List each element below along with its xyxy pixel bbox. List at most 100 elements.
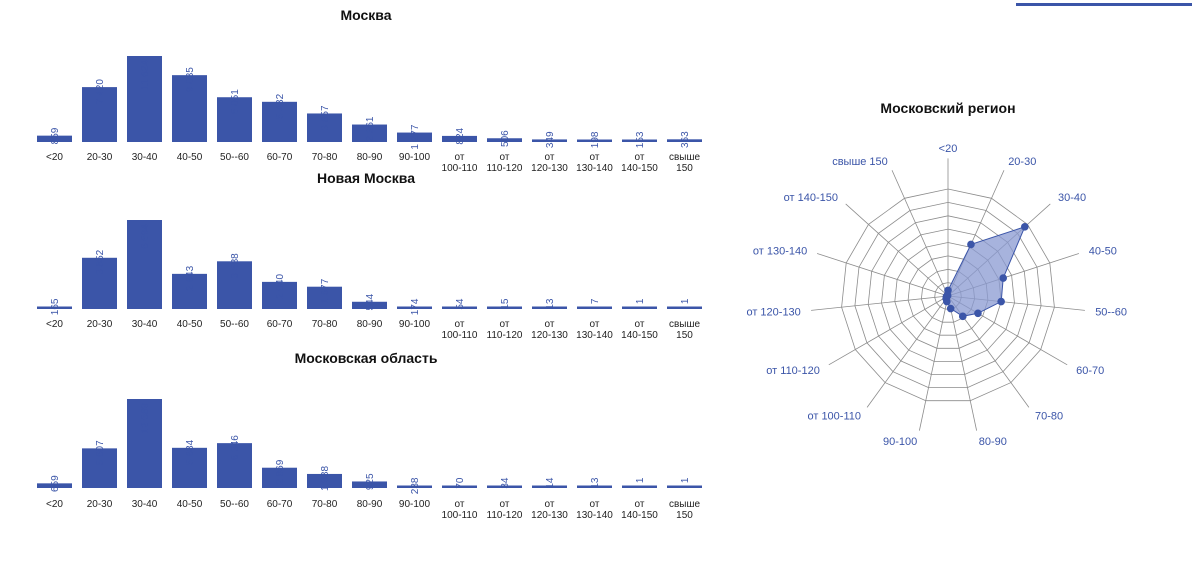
radar-axis-label: от 120-130: [746, 306, 800, 318]
bar: [217, 261, 252, 309]
x-tick-label: 140-150: [621, 163, 658, 174]
x-tick-label: от: [590, 319, 600, 330]
bar: [127, 56, 162, 142]
bar: [397, 132, 432, 142]
x-tick-label: 110-120: [487, 510, 523, 521]
value-label: 506: [500, 130, 511, 147]
value-label: 2 361: [365, 116, 376, 141]
radar-spoke: [918, 295, 949, 431]
x-tick-label: 140-150: [621, 330, 658, 341]
value-label: 859: [50, 127, 61, 144]
radar-axis-label: 20-30: [1008, 156, 1036, 168]
x-tick-label: свыше: [669, 152, 701, 163]
value-label: 7: [590, 298, 601, 304]
value-label: 12 589: [140, 403, 151, 434]
bar: [622, 139, 657, 142]
value-label: 363: [680, 131, 691, 148]
radar-axis-label: от 100-110: [807, 411, 861, 423]
radar-spoke: [866, 295, 949, 408]
radar-axis-label: 40-50: [1089, 245, 1117, 257]
radar-point: [997, 297, 1005, 306]
radar-point: [1021, 223, 1029, 231]
bar: [532, 485, 567, 488]
value-label: 153: [635, 131, 646, 148]
x-tick-label: от: [455, 152, 465, 163]
x-tick-label: 50--60: [220, 499, 249, 510]
value-label: 5 684: [185, 439, 196, 464]
bar-chart-moscow: 859 <20 7 420 20-30 11 624 30-40 9 035 40-50 6 0…: [37, 56, 702, 174]
x-tick-label: от: [545, 499, 555, 510]
bar: [352, 481, 387, 488]
bar: [217, 97, 252, 142]
x-tick-label: от: [545, 152, 555, 163]
x-tick-label: 40-50: [177, 499, 203, 510]
radar-grid-ring: [854, 201, 1042, 389]
bar: [667, 306, 702, 309]
radar-axis-label: от 130-140: [753, 245, 807, 257]
radar-spoke: [947, 295, 978, 431]
bar: [172, 447, 207, 488]
bar: [262, 467, 297, 488]
x-tick-label: 80-90: [357, 499, 383, 510]
value-label: 1: [635, 298, 646, 304]
value-label: 1 277: [410, 124, 421, 149]
bar: [577, 485, 612, 488]
x-tick-label: 120-130: [531, 510, 568, 521]
bar: [532, 306, 567, 309]
value-label: 11 624: [140, 60, 151, 90]
x-tick-label: от: [590, 499, 600, 510]
bar: [397, 485, 432, 488]
bar: [217, 443, 252, 488]
x-tick-label: <20: [46, 152, 63, 163]
bar: [307, 286, 342, 309]
value-label: 7 420: [95, 79, 106, 104]
x-tick-label: 90-100: [399, 319, 431, 330]
x-tick-label: <20: [46, 499, 63, 510]
value-label: 1 988: [320, 466, 331, 491]
value-label: 1: [680, 298, 691, 304]
x-tick-label: от: [635, 499, 645, 510]
value-label: 174: [410, 298, 421, 315]
radar-spoke: [845, 203, 949, 297]
x-tick-label: от: [455, 319, 465, 330]
x-tick-label: от: [545, 319, 555, 330]
x-tick-label: 60-70: [267, 319, 293, 330]
value-label: 6 694: [140, 224, 151, 249]
x-tick-label: 80-90: [357, 319, 383, 330]
bar: [172, 75, 207, 142]
value-label: 13: [590, 477, 601, 489]
radar-axis-label: от 140-150: [784, 192, 838, 204]
radar-axis-label: 60-70: [1076, 365, 1104, 377]
x-tick-label: от: [455, 499, 465, 510]
x-tick-label: 130-140: [576, 163, 613, 174]
radar-spoke: [828, 295, 949, 366]
bar: [37, 306, 72, 309]
bar: [622, 485, 657, 488]
value-label: 54: [455, 298, 466, 310]
radar-grid-ring: [867, 215, 1029, 375]
x-tick-label: 20-30: [87, 152, 113, 163]
x-tick-label: 150: [676, 330, 693, 341]
value-label: 15: [500, 298, 511, 310]
bar: [82, 257, 117, 309]
bar: [442, 485, 477, 488]
x-tick-label: 30-40: [132, 319, 158, 330]
x-tick-label: от: [500, 499, 510, 510]
radar-axis-label: свыше 150: [832, 156, 888, 168]
value-label: 13: [545, 298, 556, 310]
x-tick-label: 90-100: [399, 152, 431, 163]
radar-point: [943, 291, 952, 299]
bar: [352, 124, 387, 142]
x-tick-label: от: [635, 152, 645, 163]
bar: [487, 485, 522, 488]
radar-axis-label: 80-90: [979, 436, 1007, 448]
x-tick-label: 150: [676, 510, 693, 521]
radar-spoke: [811, 295, 949, 311]
x-tick-label: от: [590, 152, 600, 163]
x-tick-label: 20-30: [87, 319, 113, 330]
bar: [262, 281, 297, 309]
x-tick-label: 70-80: [312, 319, 338, 330]
x-tick-label: 70-80: [312, 499, 338, 510]
value-label: 1: [635, 477, 646, 483]
value-label: 14: [545, 477, 556, 489]
